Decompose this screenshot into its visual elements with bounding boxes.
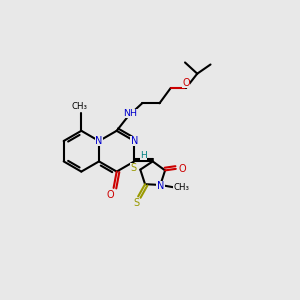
- Text: O: O: [178, 164, 186, 174]
- Text: H: H: [140, 151, 147, 160]
- Text: CH₃: CH₃: [174, 183, 190, 192]
- Text: S: S: [131, 163, 137, 173]
- Text: N: N: [130, 136, 138, 146]
- Text: O: O: [107, 190, 114, 200]
- Text: N: N: [95, 136, 103, 146]
- Text: CH₃: CH₃: [72, 102, 88, 111]
- Text: NH: NH: [123, 109, 137, 118]
- Text: S: S: [134, 198, 140, 208]
- Text: N: N: [157, 182, 164, 191]
- Text: O: O: [182, 78, 190, 88]
